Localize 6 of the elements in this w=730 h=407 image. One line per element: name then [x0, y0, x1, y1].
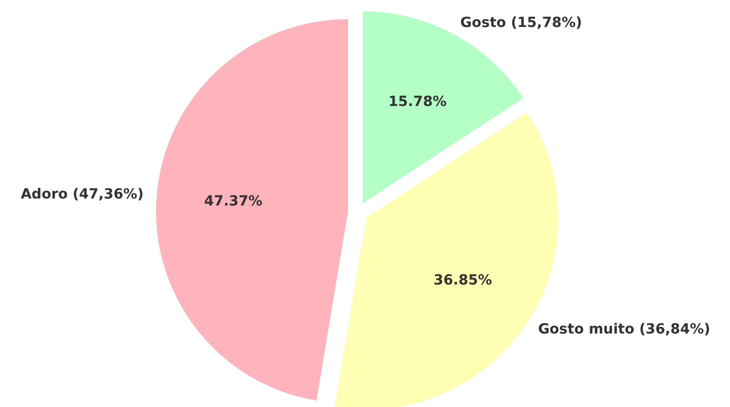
- data-label: 47.37%: [204, 194, 262, 210]
- slice-label: Adoro (47,36%): [20, 186, 144, 202]
- data-label: 36.85%: [434, 272, 492, 288]
- slice-label: Gosto (15,78%): [460, 14, 582, 31]
- slice-label: Gosto muito (36,84%): [538, 322, 710, 338]
- data-label: 15.78%: [388, 94, 447, 110]
